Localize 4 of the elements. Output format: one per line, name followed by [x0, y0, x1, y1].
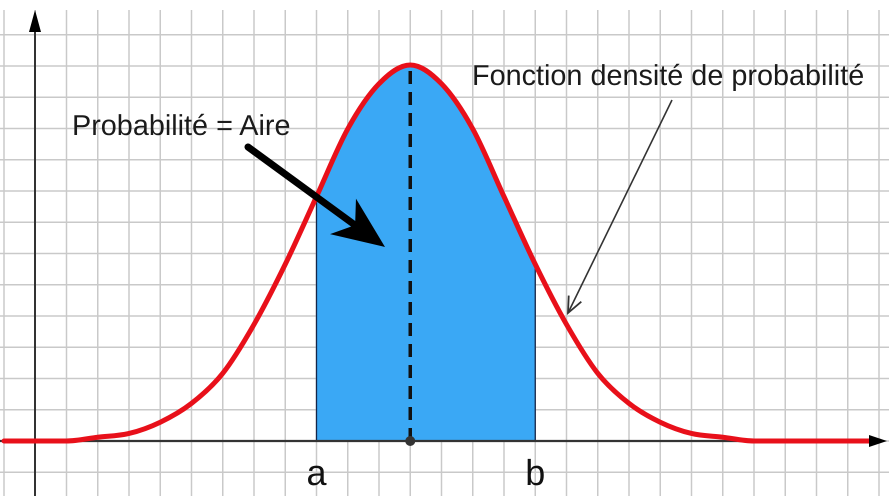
annotation: Probabilité = Aire — [72, 110, 291, 142]
x-tick-label: b — [525, 452, 546, 493]
annotation: Fonction densité de probabilité — [472, 60, 864, 92]
x-tick-label: a — [306, 452, 328, 493]
